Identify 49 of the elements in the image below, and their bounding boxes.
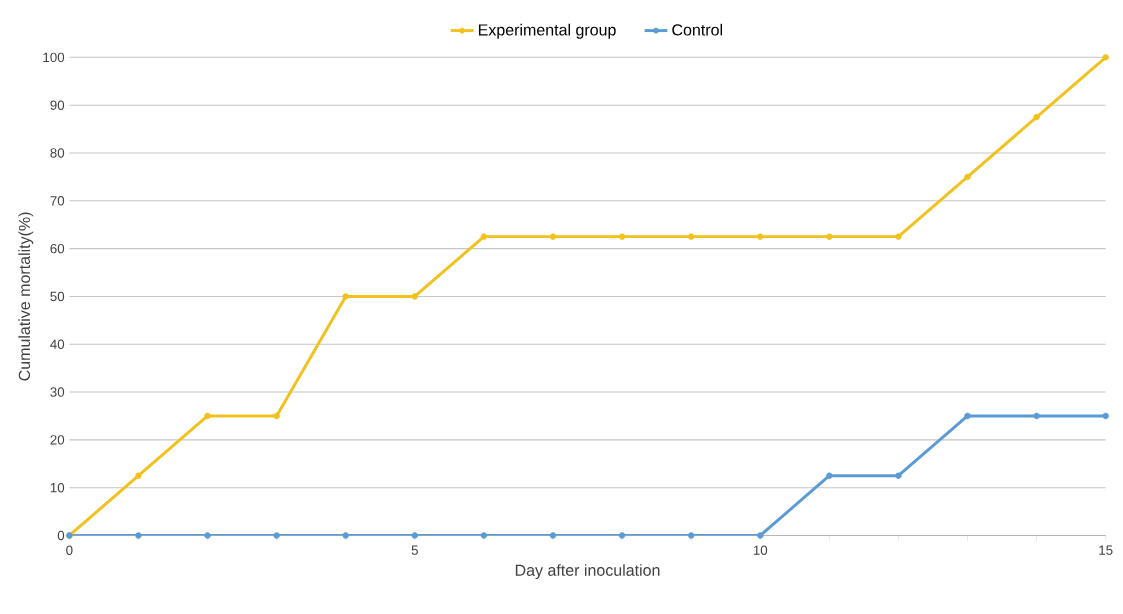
point — [964, 173, 971, 181]
point — [618, 532, 626, 539]
point — [687, 532, 695, 539]
point — [1102, 54, 1109, 61]
legend-label: Control — [672, 24, 722, 36]
point — [204, 532, 211, 539]
legend-label: Experimental group — [478, 24, 616, 39]
y-tick-label: 70 — [50, 196, 65, 206]
point — [1102, 412, 1109, 420]
x-tick-label: 5 — [411, 545, 418, 556]
point — [411, 532, 418, 539]
point — [204, 412, 211, 420]
point — [549, 233, 557, 241]
y-tick-label: 0 — [57, 531, 65, 541]
y-tick-label: 90 — [50, 100, 65, 111]
y-axis-title: Cumulative mortality(%) — [18, 212, 34, 381]
point — [135, 532, 142, 539]
point — [549, 532, 557, 539]
point — [826, 472, 833, 480]
point — [895, 472, 902, 480]
point — [273, 412, 280, 420]
x-tick-label: 10 — [753, 545, 768, 556]
y-tick-label: 30 — [50, 387, 65, 397]
y-tick-label: 10 — [50, 483, 65, 493]
point — [964, 412, 971, 420]
point — [687, 233, 695, 241]
point — [273, 532, 280, 539]
point — [1033, 412, 1040, 420]
point — [757, 233, 764, 241]
point — [480, 532, 488, 539]
point — [135, 472, 142, 480]
y-tick-label: 100 — [43, 52, 65, 63]
point — [411, 293, 418, 300]
point — [757, 532, 764, 539]
point — [480, 233, 488, 241]
y-tick-label: 80 — [50, 148, 65, 158]
x-axis-title: Day after inoculation — [515, 564, 660, 580]
x-tick-label: 15 — [1099, 545, 1113, 556]
point — [1033, 114, 1040, 121]
x-tick-label: 0 — [66, 545, 73, 556]
y-tick-label: 20 — [50, 435, 65, 445]
y-tick-label: 40 — [50, 339, 65, 350]
point — [895, 233, 902, 241]
y-tick-label: 60 — [50, 244, 65, 254]
point — [342, 293, 349, 300]
point — [826, 233, 833, 241]
y-tick-label: 50 — [50, 291, 65, 302]
point — [618, 233, 626, 241]
point — [342, 532, 349, 539]
